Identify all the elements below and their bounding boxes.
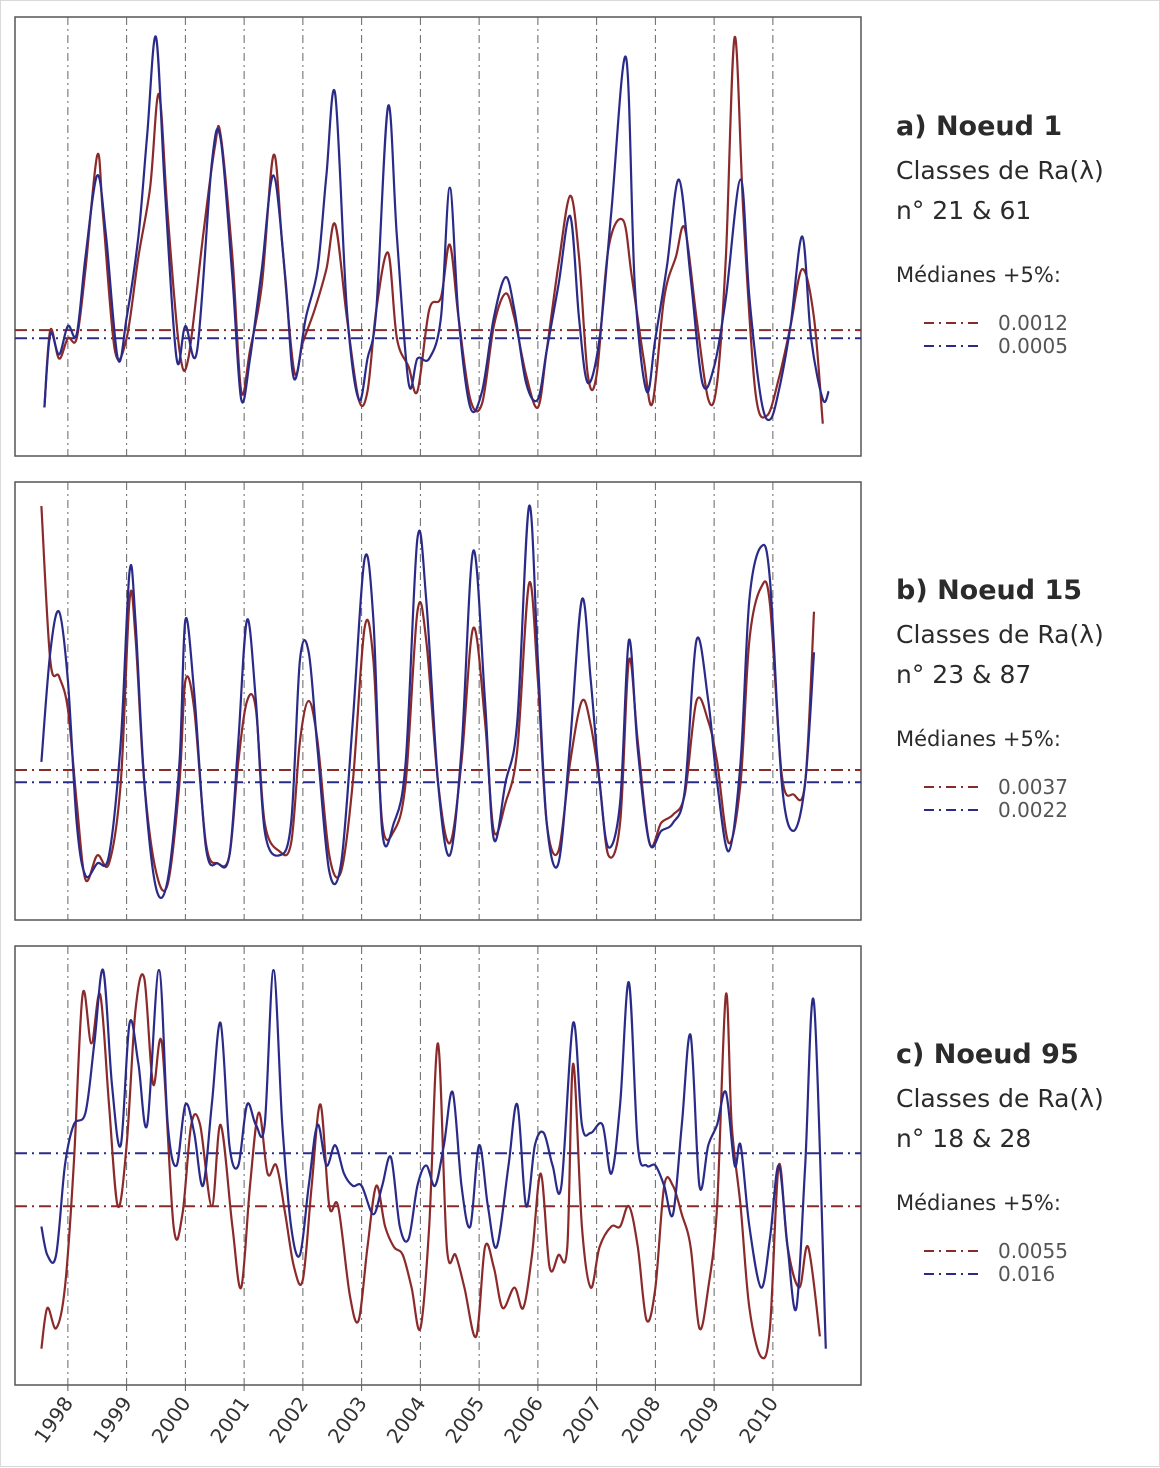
- panel-a-median-red-value: 0.0012: [998, 310, 1068, 335]
- panel-b-series-blue: [40, 504, 816, 899]
- x-tick-label-2005: 2005: [440, 1392, 489, 1447]
- panel-b-median-blue-value: 0.0022: [998, 797, 1068, 822]
- x-tick-label-2008: 2008: [617, 1392, 666, 1447]
- panel-b-title: b) Noeud 15: [896, 575, 1083, 606]
- panel-b-subtitle-1: Classes de Ra(λ): [896, 620, 1104, 649]
- panel-a-frame: [14, 16, 862, 457]
- x-tick-label-1999: 1999: [88, 1392, 137, 1447]
- panel-a-title: a) Noeud 1: [896, 111, 1063, 142]
- panel-c-subtitle-1: Classes de Ra(λ): [896, 1084, 1104, 1113]
- legend-panel-a: a) Noeud 1 Classes de Ra(λ) n° 21 & 61 M…: [896, 109, 1158, 358]
- x-tick-label-2010: 2010: [734, 1392, 783, 1447]
- panel-c-median-blue: 0.016: [924, 1261, 1158, 1286]
- panel-c-frame: [14, 945, 862, 1386]
- panel-a-series-blue: [43, 35, 830, 422]
- panel-c-median-red: 0.0055: [924, 1238, 1158, 1263]
- panel-a-median-red: 0.0012: [924, 310, 1158, 335]
- panel-c-median-blue-value: 0.016: [998, 1261, 1056, 1286]
- panel-c-series-blue: [40, 968, 827, 1349]
- x-tick-label-1998: 1998: [29, 1392, 78, 1447]
- panel-c-median-red-value: 0.0055: [998, 1238, 1068, 1263]
- panel-b-series-red: [40, 506, 816, 892]
- panel-b-medians-label: Médianes +5%:: [896, 727, 1061, 751]
- x-tick-label-2004: 2004: [382, 1392, 431, 1447]
- panel-a-subtitle-1: Classes de Ra(λ): [896, 156, 1104, 185]
- panel-c-medians-label: Médianes +5%:: [896, 1191, 1061, 1215]
- panel-b-median-red: 0.0037: [924, 774, 1158, 799]
- plots-area: 1998 1999 2000 2001 2002 2003 2004 2005 2006 2007…: [14, 16, 862, 1448]
- x-tick-label-2002: 2002: [264, 1392, 313, 1447]
- legend-panel-b: b) Noeud 15 Classes de Ra(λ) n° 23 & 87 …: [896, 573, 1158, 822]
- panel-a-median-blue-value: 0.0005: [998, 333, 1068, 358]
- panel-b-subtitle-2: n° 23 & 87: [896, 660, 1032, 689]
- x-tick-label-2006: 2006: [499, 1392, 548, 1447]
- x-tick-label-2009: 2009: [675, 1392, 724, 1447]
- x-tick-label-2001: 2001: [205, 1392, 254, 1447]
- panel-b-frame: [14, 481, 862, 921]
- panel-c-series-red: [40, 973, 821, 1360]
- x-tick-label-2003: 2003: [323, 1392, 372, 1447]
- panel-c-title: c) Noeud 95: [896, 1039, 1079, 1070]
- x-tick-label-2000: 2000: [147, 1392, 196, 1447]
- legend-panel-c: c) Noeud 95 Classes de Ra(λ) n° 18 & 28 …: [896, 1037, 1158, 1286]
- x-tick-label-2007: 2007: [558, 1392, 607, 1447]
- panel-a-subtitle-2: n° 21 & 61: [896, 196, 1032, 225]
- panel-b-median-blue: 0.0022: [924, 797, 1158, 822]
- panel-c-subtitle-2: n° 18 & 28: [896, 1124, 1032, 1153]
- panel-b-median-red-value: 0.0037: [998, 774, 1068, 799]
- panel-a-median-blue: 0.0005: [924, 333, 1158, 358]
- panel-a-medians-label: Médianes +5%:: [896, 263, 1061, 287]
